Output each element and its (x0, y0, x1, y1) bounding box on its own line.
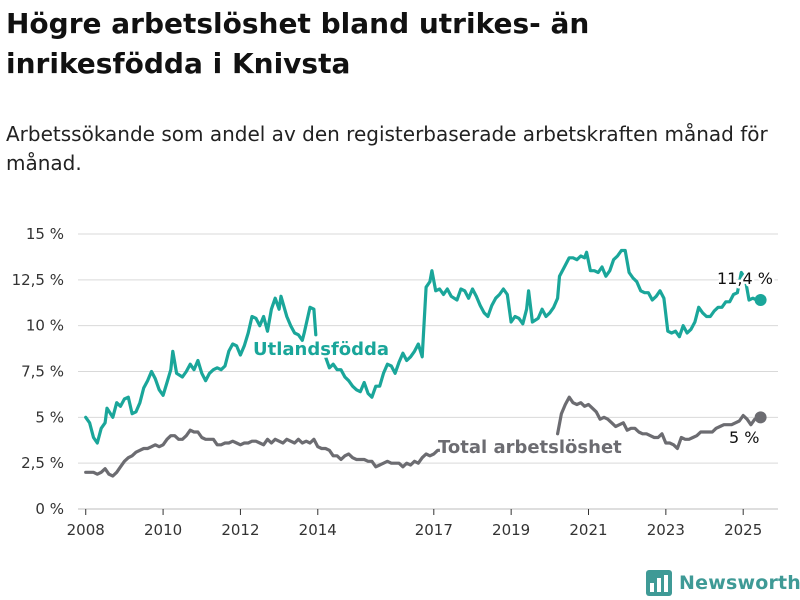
series-label-total-halo: Total arbetslöshet (438, 437, 622, 458)
y-tick-label: 7,5 % (21, 363, 64, 381)
y-tick-label: 12,5 % (12, 271, 64, 289)
y-axis: 0 % 2,5 % 5 % 7,5 % 10 % 12,5 % 15 % (12, 225, 64, 518)
y-tick-label: 5 % (35, 408, 64, 426)
gridlines (78, 233, 778, 510)
series-label-utlandsfodda: Utlandsfödda (253, 339, 389, 360)
y-tick-label: 10 % (26, 317, 64, 335)
x-tick-label: 2017 (415, 521, 453, 539)
end-value-utlandsfodda-halo: 11,4 % (717, 269, 773, 288)
y-tick-label: 0 % (35, 500, 64, 518)
series-line-utlandsfodda (84, 294, 318, 445)
y-tick-label: 2,5 % (21, 454, 64, 472)
series-line-total (556, 395, 763, 451)
x-tick-label: 2008 (67, 521, 105, 539)
end-point (754, 411, 767, 424)
x-tick-label: 2019 (492, 521, 530, 539)
end-value-total-halo: 5 % (729, 428, 759, 447)
series-line-utlandsfodda (323, 248, 763, 399)
end-value-total: 5 % (729, 428, 759, 447)
y-tick-label: 15 % (26, 225, 64, 243)
series-label-utlandsfodda-halo: Utlandsfödda (253, 339, 389, 360)
end-point (754, 294, 767, 306)
brand-name: Newsworthy (679, 572, 800, 594)
x-axis: 2008 2010 2012 2014 2017 2019 2021 2023 2025 (67, 509, 762, 539)
chart-title: Högre arbetslöshet bland utrikes- än inr… (6, 7, 590, 80)
chart-subtitle: Arbetssökande som andel av den registerb… (6, 122, 768, 175)
brand-logo: Newsworthy (646, 566, 800, 600)
x-tick-label: 2010 (144, 521, 182, 539)
newsworthy-logo-icon (646, 570, 672, 596)
x-tick-label: 2023 (647, 521, 685, 539)
x-tick-label: 2025 (724, 521, 762, 539)
series-lines (84, 248, 767, 478)
x-tick-label: 2014 (299, 521, 337, 539)
x-tick-label: 2012 (221, 521, 259, 539)
series-label-total: Total arbetslöshet (438, 437, 622, 458)
x-tick-label: 2021 (569, 521, 607, 539)
end-value-utlandsfodda: 11,4 % (717, 269, 773, 288)
series-line-total (84, 428, 455, 478)
